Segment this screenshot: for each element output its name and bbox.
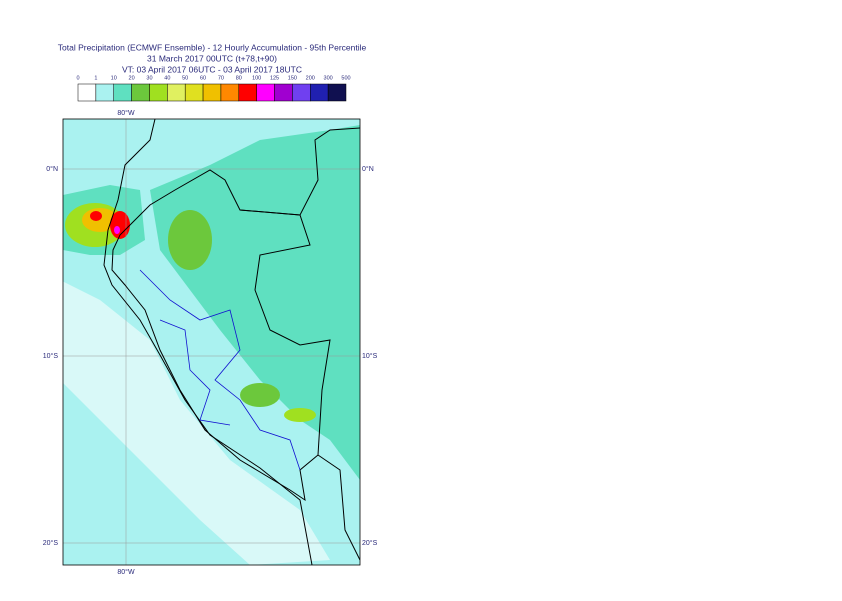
- legend-swatch: [220, 83, 240, 102]
- precip-area: [90, 211, 102, 221]
- legend-label: 30: [146, 75, 152, 81]
- lat-label: 0°N: [46, 165, 58, 173]
- lon-label: 80°W: [117, 109, 135, 117]
- legend-label: 0: [76, 75, 79, 81]
- legend-swatch: [149, 83, 168, 102]
- lon-label: 80°W: [117, 568, 135, 576]
- title-line: VT: 03 April 2017 06UTC - 03 April 2017 …: [122, 64, 302, 74]
- legend-label: 60: [200, 75, 206, 81]
- ocean-dry: [63, 281, 330, 565]
- legend-swatch: [202, 83, 222, 102]
- coastline: [103, 119, 313, 565]
- precip-area: [284, 408, 316, 422]
- legend-label: 80: [236, 75, 242, 81]
- precip-area: [150, 125, 360, 480]
- legend-swatch: [274, 83, 293, 102]
- legend-swatch: [256, 83, 275, 102]
- legend-label: 500: [341, 75, 350, 81]
- country-border: [317, 454, 360, 561]
- legend-label: 50: [182, 75, 188, 81]
- legend-label: 20: [129, 75, 135, 81]
- legend-swatch: [77, 83, 97, 102]
- legend-label: 10: [111, 75, 117, 81]
- lat-label: 20°S: [362, 539, 378, 547]
- country-border: [111, 169, 331, 502]
- legend-swatch: [238, 83, 257, 102]
- map: [63, 119, 360, 565]
- color-legend: 0 1 10 20 30 40 50 60 70 80 100 125 150 200 300 500: [76, 75, 351, 102]
- legend-label: 150: [288, 75, 297, 81]
- legend-swatch: [113, 83, 132, 102]
- title-line: 31 March 2017 00UTC (t+78,t+90): [147, 53, 277, 63]
- legend-label: 70: [218, 75, 224, 81]
- precip-area: [114, 226, 120, 234]
- map-frame: [62, 118, 361, 566]
- legend-label: 40: [164, 75, 170, 81]
- lat-label: 10°S: [362, 352, 378, 360]
- legend-label: 100: [252, 75, 261, 81]
- country-border: [239, 127, 360, 216]
- precip-area: [168, 210, 212, 270]
- lat-label: 20°S: [43, 539, 59, 547]
- precip-area: [240, 383, 280, 407]
- legend-swatch: [184, 83, 204, 102]
- lat-label: 10°S: [43, 352, 59, 360]
- lat-label: 0°N: [362, 165, 374, 173]
- region-border: [159, 319, 231, 426]
- legend-swatch: [310, 83, 329, 102]
- region-border: [139, 269, 301, 471]
- legend-swatch: [95, 83, 114, 102]
- legend-swatch: [292, 83, 311, 102]
- legend-label: 300: [324, 75, 333, 81]
- legend-swatch: [327, 83, 347, 102]
- legend-label: 125: [270, 75, 279, 81]
- title-line: Total Precipitation (ECMWF Ensemble) - 1…: [58, 42, 367, 52]
- legend-swatch: [131, 83, 150, 102]
- legend-label: 1: [94, 75, 97, 81]
- legend-swatch: [167, 83, 186, 102]
- legend-label: 200: [306, 75, 315, 81]
